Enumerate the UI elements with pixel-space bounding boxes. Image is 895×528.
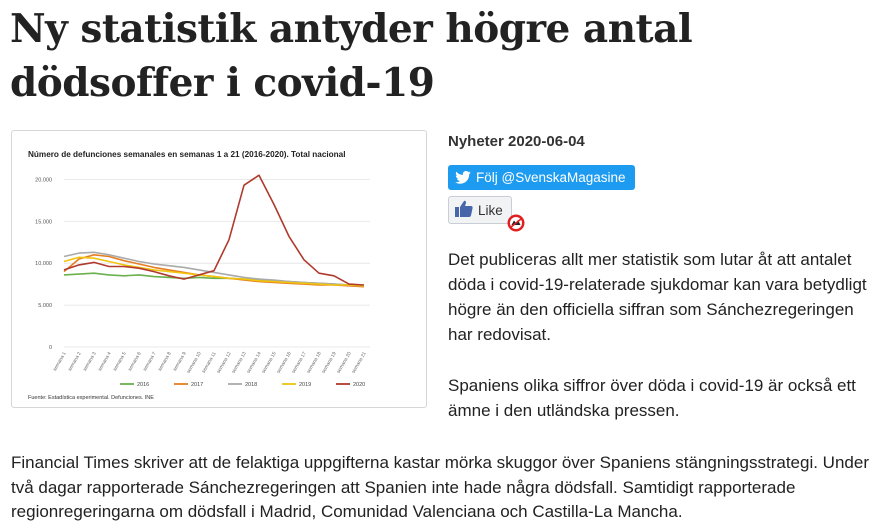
like-label: Like (478, 202, 503, 218)
x-tick-label: semana 13 (231, 351, 248, 375)
x-tick-label: semana 19 (321, 351, 338, 375)
x-tick-label: semana 14 (246, 351, 263, 375)
y-tick-label: 5.000 (38, 303, 52, 309)
chart-figure: Número de defunciones semanales en seman… (11, 130, 427, 408)
series-line-2020 (63, 174, 365, 286)
article-paragraph: Financial Times skriver att de felaktiga… (11, 453, 869, 521)
x-tick-label: semana 1 (52, 351, 68, 373)
series-line-2019 (63, 256, 365, 287)
y-tick-label: 0 (49, 345, 52, 351)
article-lead: Det publiceras allt mer statistik som lu… (448, 250, 867, 344)
x-tick-label: semana 10 (186, 351, 203, 375)
y-tick-label: 15.000 (35, 219, 52, 225)
legend-label: 2017 (191, 382, 203, 388)
thumbs-up-icon (453, 198, 475, 223)
article-headline: Ny statistik antyder högre antal dödsoff… (10, 6, 693, 106)
twitter-follow-label: Följ @SvenskaMagasine (476, 170, 626, 185)
x-tick-label: semana 5 (112, 351, 128, 373)
x-tick-label: semana 17 (291, 351, 308, 375)
x-tick-label: semana 6 (127, 351, 143, 373)
chart-title: Número de defunciones semanales en seman… (28, 150, 345, 159)
deaths-line-chart: Número de defunciones semanales en seman… (28, 150, 370, 401)
legend-label: 2016 (137, 382, 149, 388)
y-tick-label: 20.000 (35, 177, 52, 183)
x-tick-label: semana 12 (216, 351, 233, 375)
twitter-bird-icon (455, 171, 471, 184)
x-tick-label: semana 18 (306, 351, 323, 375)
x-tick-label: semana 3 (82, 351, 98, 373)
y-tick-label: 10.000 (35, 261, 52, 267)
x-tick-label: semana 8 (157, 351, 173, 373)
chart-source: Fuente: Estadística experimental. Defunc… (28, 395, 154, 401)
x-tick-label: semana 7 (142, 351, 158, 373)
x-tick-label: semana 11 (201, 351, 218, 375)
x-tick-label: semana 9 (172, 351, 188, 373)
x-tick-label: semana 15 (261, 351, 278, 375)
x-tick-label: semana 16 (276, 351, 293, 375)
x-tick-label: semana 20 (336, 351, 353, 375)
twitter-follow-button[interactable]: Följ @SvenskaMagasine (448, 165, 635, 190)
legend-label: 2018 (245, 382, 257, 388)
facebook-like-button[interactable]: Like (448, 196, 512, 224)
x-tick-label: semana 21 (351, 351, 368, 375)
ad-block-icon[interactable] (507, 214, 525, 232)
x-tick-label: semana 4 (97, 351, 113, 373)
article-paragraph: Spaniens olika siffror över döda i covid… (448, 376, 856, 420)
legend-label: 2020 (353, 382, 365, 388)
legend-label: 2019 (299, 382, 311, 388)
article-meta: Nyheter 2020-06-04 (448, 133, 585, 150)
x-tick-label: semana 2 (67, 351, 83, 373)
